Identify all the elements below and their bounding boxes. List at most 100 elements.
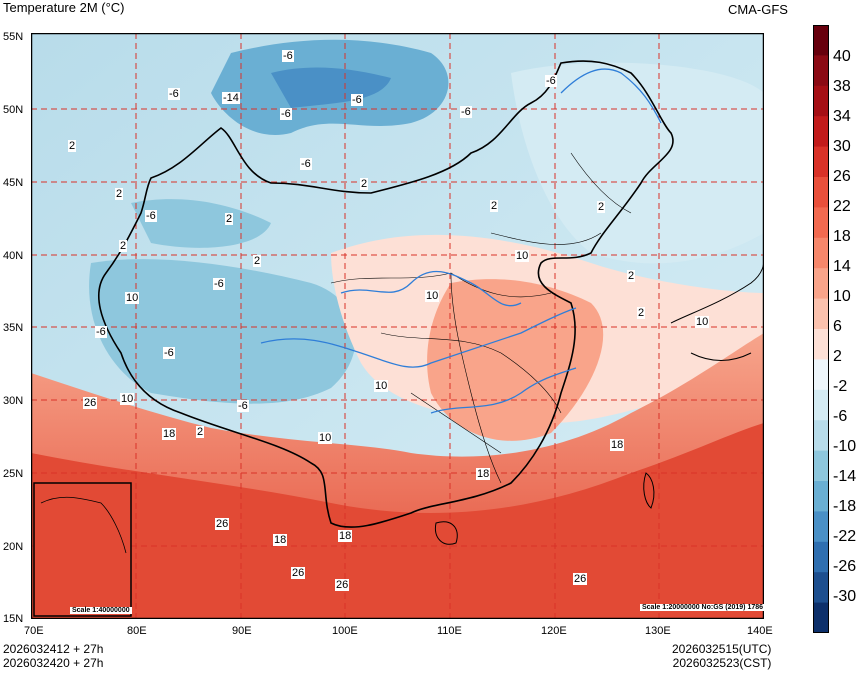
hainan-island xyxy=(434,521,458,545)
contour-label: -6 xyxy=(282,50,294,62)
colorbar-label: 18 xyxy=(833,228,851,245)
colorbar-label: 34 xyxy=(833,108,851,125)
colorbar-segment xyxy=(813,207,829,239)
lon-label: 140E xyxy=(747,625,773,637)
colorbar-label: 40 xyxy=(833,48,851,65)
inset-coastline xyxy=(40,496,127,554)
lon-label: 70E xyxy=(24,625,44,637)
contour-label: 2 xyxy=(115,188,124,200)
colorbar-label: -18 xyxy=(833,498,857,515)
contour-label: 10 xyxy=(120,393,135,405)
contour-label: 2 xyxy=(119,240,128,252)
model-name: CMA-GFS xyxy=(728,2,788,17)
taiwan-island xyxy=(643,472,655,509)
colorbar-label: -14 xyxy=(833,468,857,485)
colorbar-segment xyxy=(813,481,829,512)
colorbar-label: 14 xyxy=(833,258,851,275)
contour-label: 10 xyxy=(125,292,140,304)
init-time-utc: 2026032412 + 27h xyxy=(3,642,104,656)
province-lines xyxy=(330,152,632,484)
init-time-cst: 2026032420 + 27h xyxy=(3,656,104,670)
colorbar-segment xyxy=(813,268,829,300)
temperature-map xyxy=(31,33,764,619)
lon-label: 130E xyxy=(645,625,671,637)
contour-label: 18 xyxy=(273,534,288,546)
contour-label: -6 xyxy=(280,108,292,120)
map-border xyxy=(31,33,764,619)
lon-label: 110E xyxy=(437,625,462,637)
contour-label: 2 xyxy=(637,307,646,319)
colorbar-segment xyxy=(813,541,829,573)
lon-label: 90E xyxy=(232,625,252,637)
contour-label: 2 xyxy=(68,140,77,152)
colorbar-segment xyxy=(813,572,829,604)
china-border xyxy=(98,60,674,528)
contour-label: -6 xyxy=(237,400,249,412)
lon-label: 120E xyxy=(541,625,567,637)
footer-left: 2026032412 + 27h 2026032420 + 27h xyxy=(3,642,103,670)
contour-label: -6 xyxy=(213,278,225,290)
tarim-cold xyxy=(131,199,271,248)
lat-label: 40N xyxy=(3,250,24,262)
contour-label: -6 xyxy=(145,210,157,222)
colorbar-segment xyxy=(813,602,829,633)
lat-label: 35N xyxy=(3,322,24,334)
lon-label: 80E xyxy=(127,625,147,637)
contour-label: 18 xyxy=(476,468,491,480)
contour-label: 2 xyxy=(225,213,234,225)
contour-label: -6 xyxy=(300,158,312,170)
contour-label: -6 xyxy=(351,94,363,106)
colorbar-label: -30 xyxy=(833,588,857,605)
contour-label: 26 xyxy=(83,397,98,409)
contour-label: 2 xyxy=(490,200,499,212)
northeast-cool xyxy=(511,62,764,264)
lon-label: 100E xyxy=(332,625,358,637)
valid-time-utc: 2026032515(UTC) xyxy=(672,642,772,656)
contour-label: 2 xyxy=(627,270,636,282)
rivers xyxy=(260,68,662,414)
scale-note-main: Scale 1:20000000 No:GS (2019) 1786 xyxy=(640,604,766,611)
tropical-hot xyxy=(31,423,764,619)
contour-label: -14 xyxy=(222,92,240,104)
contour-label: 10 xyxy=(318,432,333,444)
colorbar-segment xyxy=(813,511,829,543)
contour-label: 10 xyxy=(374,380,389,392)
colorbar-segment xyxy=(813,25,829,56)
colorbar-label: 2 xyxy=(833,348,842,365)
contour-label: -6 xyxy=(460,106,472,118)
contour-label: 10 xyxy=(695,316,710,328)
contour-label: -6 xyxy=(95,326,107,338)
colorbar-label: -2 xyxy=(833,378,848,395)
colorbar-label: -6 xyxy=(833,408,848,425)
colorbar-label: -26 xyxy=(833,558,857,575)
colorbar-label: 38 xyxy=(833,78,851,95)
colorbar-segment xyxy=(813,298,829,330)
colorbar-segment xyxy=(813,359,829,391)
lat-label: 55N xyxy=(3,31,24,43)
lat-label: 30N xyxy=(3,395,24,407)
scale-note-inset: Scale 1:40000000 xyxy=(70,607,132,614)
graticule xyxy=(31,33,764,619)
colorbar-segment xyxy=(813,177,829,208)
colorbar-segment xyxy=(813,389,829,421)
south-china-sea-inset xyxy=(33,482,132,617)
contour-label: 10 xyxy=(515,250,530,262)
colorbar-segment xyxy=(813,85,829,117)
colorbar-border xyxy=(813,25,829,633)
contour-label: 18 xyxy=(338,530,353,542)
contour-label: 10 xyxy=(425,290,440,302)
colorbar-label: -10 xyxy=(833,438,857,455)
colorbar-segment xyxy=(813,237,829,269)
colorbar-segment xyxy=(813,55,829,87)
contour-label: -6 xyxy=(168,88,180,100)
contour-label: 2 xyxy=(360,178,369,190)
contour-label: 2 xyxy=(253,255,262,267)
colorbar-segment xyxy=(813,420,829,452)
colorbar-label: 30 xyxy=(833,138,851,155)
colorbar-label: 26 xyxy=(833,168,851,185)
lat-label: 20N xyxy=(3,541,24,553)
contour-label: 2 xyxy=(597,201,606,213)
footer-right: 2026032515(UTC) 2026032523(CST) xyxy=(672,642,771,670)
map-title: Temperature 2M (°C) xyxy=(3,0,125,15)
contour-label: 18 xyxy=(610,439,625,451)
